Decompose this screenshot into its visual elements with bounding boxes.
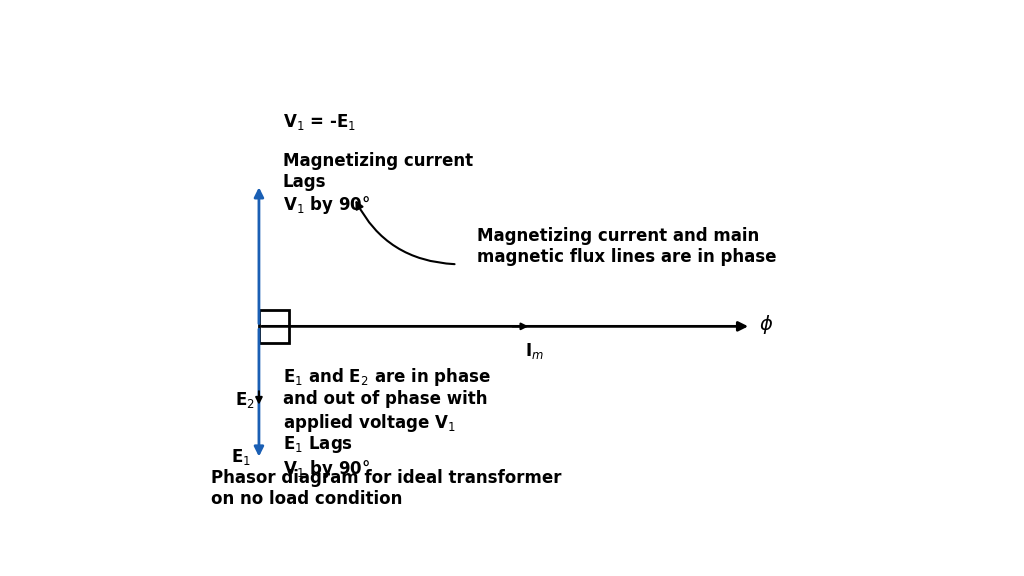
Text: V$_1$ = -E$_1$: V$_1$ = -E$_1$	[283, 112, 356, 132]
Text: $\phi$: $\phi$	[759, 313, 773, 336]
Text: Magnetizing current
Lags
V$_1$ by 90°: Magnetizing current Lags V$_1$ by 90°	[283, 153, 473, 217]
Bar	[259, 310, 289, 343]
Text: I$_m$: I$_m$	[524, 341, 544, 361]
Text: E$_1$ and E$_2$ are in phase
and out of phase with
applied voltage V$_1$: E$_1$ and E$_2$ are in phase and out of …	[283, 366, 492, 434]
Text: E$_1$: E$_1$	[231, 447, 251, 467]
Text: E$_1$ Lags
V$_1$ by 90°: E$_1$ Lags V$_1$ by 90°	[283, 434, 370, 480]
Text: E$_2$: E$_2$	[236, 389, 255, 410]
Text: Magnetizing current and main
magnetic flux lines are in phase: Magnetizing current and main magnetic fl…	[477, 227, 776, 266]
Text: Phasor diagram for ideal transformer
on no load condition: Phasor diagram for ideal transformer on …	[211, 469, 562, 507]
FancyArrowPatch shape	[356, 202, 455, 264]
